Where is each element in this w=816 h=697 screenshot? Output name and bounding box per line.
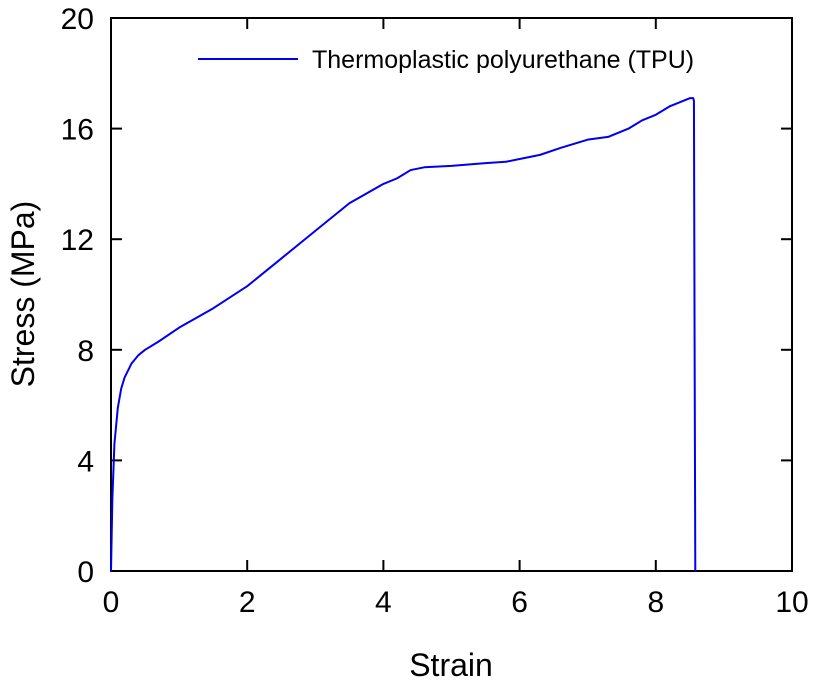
y-tick-label-4: 4 <box>77 445 94 478</box>
legend-label-tpu: Thermoplastic polyurethane (TPU) <box>312 46 694 74</box>
y-tick-label-0: 0 <box>77 556 94 589</box>
x-tick-label-8: 8 <box>647 586 664 619</box>
legend: Thermoplastic polyurethane (TPU) <box>198 46 694 74</box>
x-axis-label: Strain <box>409 647 493 683</box>
x-tick-label-10: 10 <box>775 586 808 619</box>
plot-frame <box>110 17 793 572</box>
y-tick-label-20: 20 <box>61 3 94 36</box>
y-tick-label-12: 12 <box>61 224 94 257</box>
y-axis-label: Stress (MPa) <box>5 201 41 388</box>
axis-ticks: 0 2 4 6 8 10 0 4 8 12 16 20 <box>61 3 809 619</box>
series-layer <box>110 97 697 572</box>
x-tick-label-4: 4 <box>375 586 392 619</box>
x-tick-label-6: 6 <box>511 586 528 619</box>
series-line-0 <box>110 97 697 572</box>
x-tick-label-2: 2 <box>239 586 256 619</box>
y-tick-label-8: 8 <box>77 335 94 368</box>
y-tick-label-16: 16 <box>61 114 94 147</box>
x-tick-label-0: 0 <box>103 586 120 619</box>
